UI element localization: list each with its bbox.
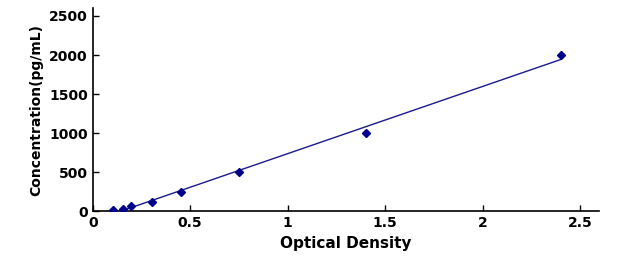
Y-axis label: Concentration(pg/mL): Concentration(pg/mL) <box>30 24 43 196</box>
X-axis label: Optical Density: Optical Density <box>281 236 412 251</box>
